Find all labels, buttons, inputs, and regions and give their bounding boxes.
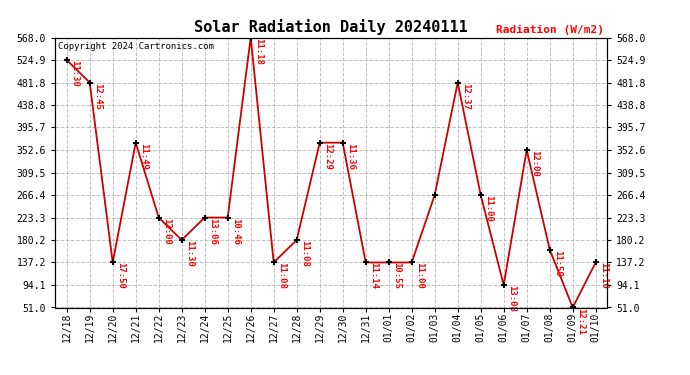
Text: 17:50: 17:50 bbox=[117, 262, 126, 290]
Text: 12:21: 12:21 bbox=[577, 308, 586, 334]
Text: 12:29: 12:29 bbox=[324, 142, 333, 170]
Text: 11:59: 11:59 bbox=[553, 249, 562, 276]
Text: 12:45: 12:45 bbox=[94, 82, 103, 110]
Text: 11:18: 11:18 bbox=[255, 38, 264, 64]
Title: Solar Radiation Daily 20240111: Solar Radiation Daily 20240111 bbox=[195, 19, 468, 35]
Text: 12:37: 12:37 bbox=[462, 82, 471, 110]
Text: Radiation (W/m2): Radiation (W/m2) bbox=[496, 25, 604, 35]
Text: 11:30: 11:30 bbox=[70, 60, 79, 87]
Text: 11:10: 11:10 bbox=[600, 262, 609, 290]
Text: 11:08: 11:08 bbox=[301, 240, 310, 267]
Text: 13:06: 13:06 bbox=[208, 217, 217, 244]
Text: 12:00: 12:00 bbox=[163, 217, 172, 244]
Text: 12:00: 12:00 bbox=[531, 150, 540, 177]
Text: 11:08: 11:08 bbox=[277, 262, 286, 290]
Text: 10:55: 10:55 bbox=[393, 262, 402, 290]
Text: 11:30: 11:30 bbox=[186, 240, 195, 267]
Text: 11:00: 11:00 bbox=[415, 262, 424, 290]
Text: 11:14: 11:14 bbox=[370, 262, 379, 290]
Text: 11:00: 11:00 bbox=[484, 195, 493, 222]
Text: 11:36: 11:36 bbox=[346, 142, 355, 170]
Text: 13:08: 13:08 bbox=[508, 285, 517, 312]
Text: 10:46: 10:46 bbox=[232, 217, 241, 244]
Text: Copyright 2024 Cartronics.com: Copyright 2024 Cartronics.com bbox=[58, 42, 214, 51]
Text: 11:49: 11:49 bbox=[139, 142, 148, 170]
